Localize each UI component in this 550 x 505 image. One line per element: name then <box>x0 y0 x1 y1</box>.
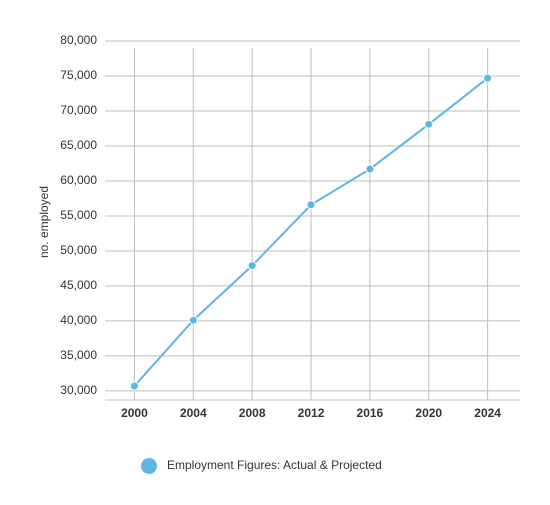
x-tick-label: 2020 <box>415 406 442 420</box>
point <box>247 261 257 271</box>
x-tick-label: 2008 <box>239 406 266 420</box>
y-tick-label: 30,000 <box>60 383 97 397</box>
point <box>129 381 139 391</box>
point <box>365 164 375 174</box>
point <box>483 73 493 83</box>
x-tick-label: 2004 <box>180 406 207 420</box>
legend-label: Employment Figures: Actual & Projected <box>167 458 382 472</box>
point <box>188 315 198 325</box>
y-axis-label: no. employed <box>37 186 51 258</box>
point <box>306 200 316 210</box>
x-tick-label: 2012 <box>298 406 325 420</box>
y-tick-label: 65,000 <box>60 138 97 152</box>
point <box>424 119 434 129</box>
y-tick-label: 60,000 <box>60 173 97 187</box>
y-tick-label: 80,000 <box>60 33 97 47</box>
y-tick-label: 45,000 <box>60 278 97 292</box>
x-tick-label: 2000 <box>121 406 148 420</box>
y-tick-label: 35,000 <box>60 348 97 362</box>
y-tick-label: 40,000 <box>60 313 97 327</box>
legend-marker <box>141 458 157 474</box>
y-tick-label: 55,000 <box>60 208 97 222</box>
x-tick-label: 2024 <box>474 406 501 420</box>
y-tick-label: 50,000 <box>60 243 97 257</box>
x-tick-label: 2016 <box>357 406 384 420</box>
y-tick-label: 75,000 <box>60 68 97 82</box>
y-tick-label: 70,000 <box>60 103 97 117</box>
